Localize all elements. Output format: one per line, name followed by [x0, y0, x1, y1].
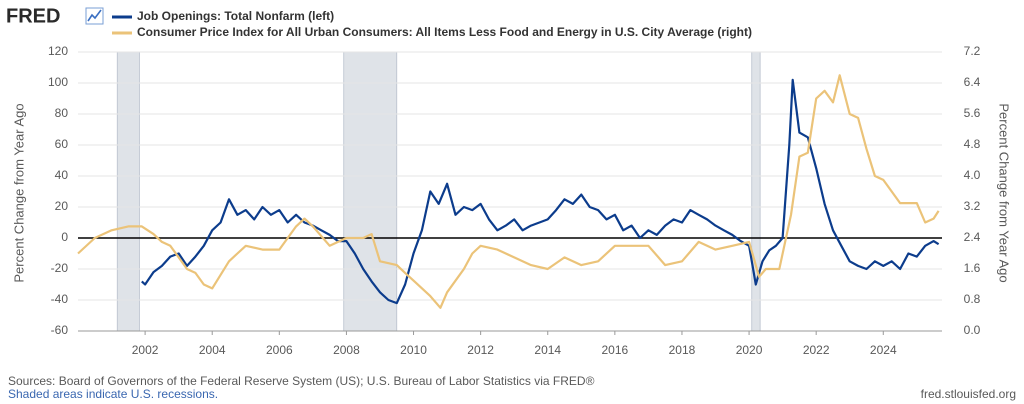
y-tick-label: 40 — [55, 168, 69, 182]
x-tick-label: 2024 — [870, 343, 897, 357]
y2-tick-label: 0.8 — [964, 292, 981, 306]
y-axis-label: Percent Change from Year Ago — [11, 103, 26, 282]
x-tick-label: 2010 — [400, 343, 427, 357]
y-tick-label: 120 — [48, 44, 68, 58]
legend-label: Consumer Price Index for All Urban Consu… — [137, 25, 752, 39]
source: Sources: Board of Governors of the Feder… — [8, 374, 595, 388]
logo: FRED — [6, 5, 60, 27]
series-line — [141, 78, 940, 305]
y2-axis-label: Percent Change from Year Ago — [997, 103, 1012, 282]
x-tick-label: 2018 — [669, 343, 696, 357]
y2-tick-label: 4.0 — [964, 168, 981, 182]
y-tick-label: 100 — [48, 75, 68, 89]
y-tick-label: 80 — [55, 106, 69, 120]
y2-tick-label: 7.2 — [964, 44, 981, 58]
recession-band — [751, 51, 761, 332]
y-tick-label: -40 — [51, 292, 69, 306]
y2-tick-label: 4.8 — [964, 137, 981, 151]
recession-note: Shaded areas indicate U.S. recessions. — [8, 387, 218, 401]
logo-icon — [85, 7, 104, 25]
x-tick-label: 2012 — [467, 343, 494, 357]
x-tick-label: 2004 — [199, 343, 226, 357]
y2-tick-label: 0.0 — [964, 323, 981, 337]
x-tick-label: 2002 — [132, 343, 159, 357]
x-tick-label: 2006 — [266, 343, 293, 357]
x-tick-label: 2022 — [803, 343, 830, 357]
y-tick-label: 60 — [55, 137, 69, 151]
y-tick-label: 0 — [61, 230, 68, 244]
y-tick-label: -60 — [51, 323, 69, 337]
recession-band — [116, 51, 140, 332]
x-tick-label: 2016 — [602, 343, 629, 357]
site: fred.stlouisfed.org — [921, 387, 1016, 401]
x-tick-label: 2014 — [534, 343, 561, 357]
y2-tick-label: 6.4 — [964, 75, 981, 89]
y-tick-label: 20 — [55, 199, 69, 213]
y2-tick-label: 1.6 — [964, 261, 981, 275]
y2-tick-label: 2.4 — [964, 230, 981, 244]
y-tick-label: -20 — [51, 261, 69, 275]
legend-label: Job Openings: Total Nonfarm (left) — [137, 9, 334, 23]
y2-tick-label: 5.6 — [964, 106, 981, 120]
series-line — [77, 74, 940, 309]
y2-tick-label: 3.2 — [964, 199, 981, 213]
plot-area — [77, 51, 942, 332]
x-tick-label: 2008 — [333, 343, 360, 357]
recession-band — [343, 51, 398, 332]
x-tick-label: 2020 — [736, 343, 763, 357]
